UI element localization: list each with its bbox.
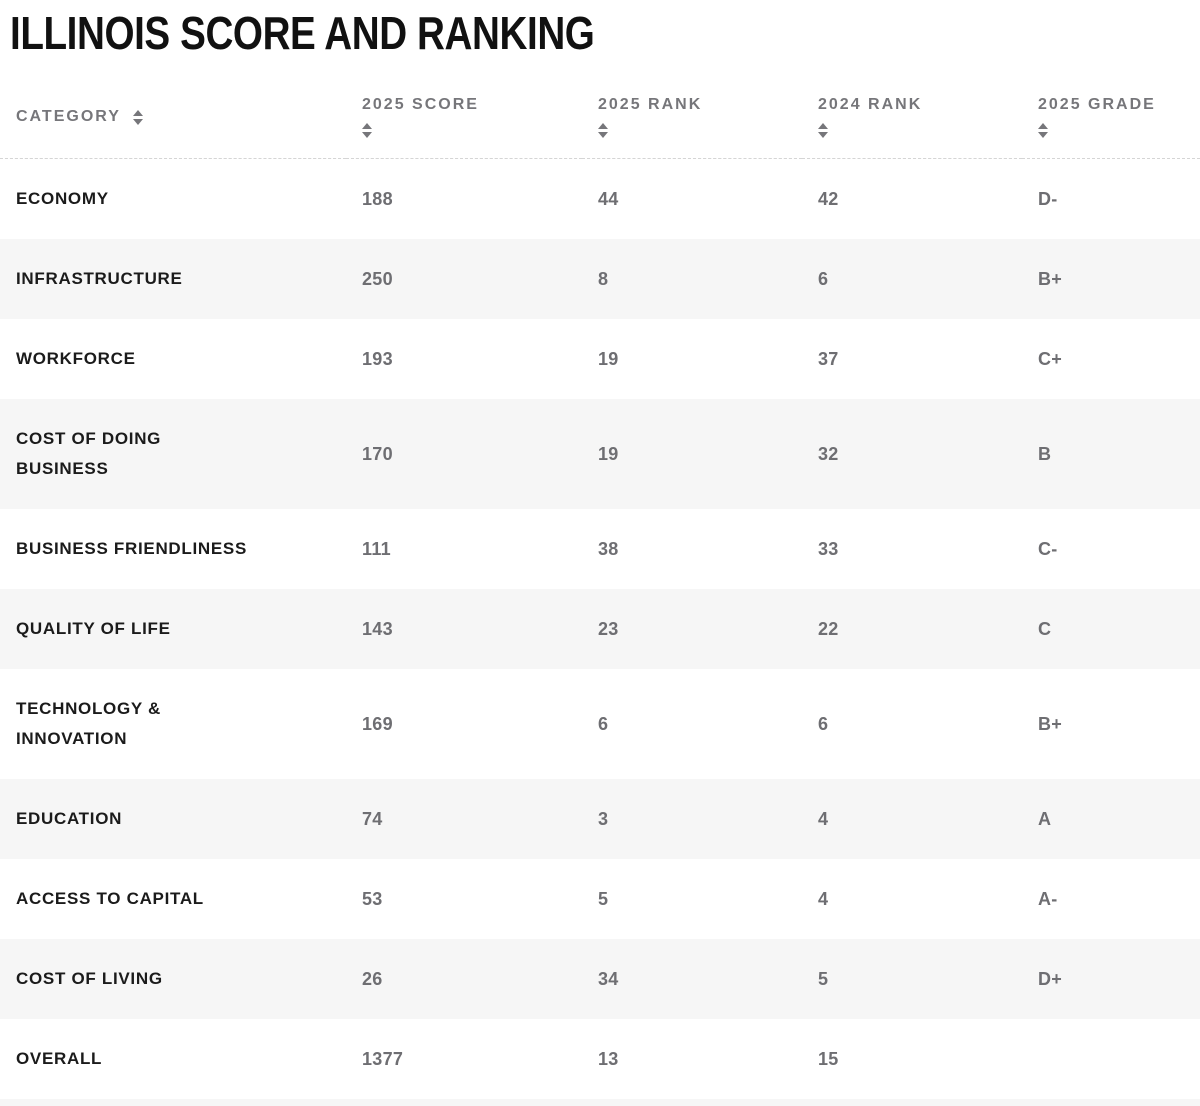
- sort-up-icon: [598, 123, 608, 129]
- category-cell: EDUCATION: [16, 809, 123, 828]
- table-row-infrastructure: INFRASTRUCTURE 250 8 6 B+: [0, 239, 1200, 319]
- grade-2025-cell: B: [1038, 443, 1052, 464]
- rank-2024-cell: 6: [818, 268, 829, 289]
- rank-2024-cell: 15: [818, 1048, 839, 1069]
- header-row: CATEGORY 2025 SCORE 2025 RANK 2024 RANK: [0, 62, 1200, 159]
- column-header-2025-score[interactable]: 2025 SCORE: [346, 62, 582, 159]
- column-header-2025-rank-label: 2025 RANK: [598, 96, 703, 113]
- rank-2024-cell: 6: [818, 713, 829, 734]
- rank-2025-cell: 6: [598, 713, 609, 734]
- category-cell: TECHNOLOGY & INNOVATION: [16, 699, 162, 748]
- category-cell: QUALITY OF LIFE: [16, 619, 171, 638]
- grade-2025-cell: C: [1038, 618, 1052, 639]
- sort-arrows-icon[interactable]: [598, 123, 794, 138]
- page-title: ILLINOIS SCORE AND RANKING: [10, 7, 595, 59]
- table-row-business-friendliness: BUSINESS FRIENDLINESS 111 38 33 C-: [0, 509, 1200, 589]
- rank-2024-cell: 37: [818, 348, 839, 369]
- sort-up-icon: [362, 123, 372, 129]
- grade-2025-cell: C+: [1038, 348, 1063, 369]
- column-header-category-label: CATEGORY: [16, 108, 121, 125]
- sort-down-icon: [598, 132, 608, 138]
- rank-2025-cell: 34: [598, 968, 619, 989]
- score-2025-cell: 188: [362, 188, 393, 209]
- rank-2025-cell: 23: [598, 618, 619, 639]
- grade-2025-cell: B+: [1038, 713, 1063, 734]
- grade-2025-cell: [1022, 1019, 1200, 1099]
- score-2025-cell: 111: [362, 538, 391, 559]
- grade-2025-cell: A: [1038, 808, 1052, 829]
- score-2025-cell: 143: [362, 618, 393, 639]
- column-header-2025-rank[interactable]: 2025 RANK: [582, 62, 802, 159]
- rank-2024-cell: 4: [818, 888, 829, 909]
- category-cell: ACCESS TO CAPITAL: [16, 889, 204, 908]
- rank-2025-cell: 13: [598, 1048, 619, 1069]
- sort-down-icon: [818, 132, 828, 138]
- category-cell: INFRASTRUCTURE: [16, 269, 183, 288]
- score-2025-cell: 1377: [362, 1048, 404, 1069]
- score-ranking-table: CATEGORY 2025 SCORE 2025 RANK 2024 RANK: [0, 62, 1200, 1099]
- sort-arrows-icon[interactable]: [132, 109, 143, 125]
- rank-2024-cell: 42: [818, 188, 839, 209]
- rank-2025-cell: 44: [598, 188, 619, 209]
- rank-2024-cell: 33: [818, 538, 839, 559]
- column-header-2025-grade-label: 2025 GRADE: [1038, 96, 1156, 113]
- table-row-economy: ECONOMY 188 44 42 D-: [0, 159, 1200, 240]
- score-2025-cell: 170: [362, 443, 393, 464]
- rank-2025-cell: 19: [598, 443, 619, 464]
- rank-2024-cell: 4: [818, 808, 829, 829]
- sort-arrows-icon[interactable]: [818, 123, 1014, 138]
- rank-2024-cell: 22: [818, 618, 839, 639]
- sort-arrows-icon[interactable]: [1038, 123, 1192, 138]
- sort-up-icon: [132, 109, 143, 116]
- category-cell: ECONOMY: [16, 189, 109, 208]
- sort-up-icon: [818, 123, 828, 129]
- table-row-cost-of-living: COST OF LIVING 26 34 5 D+: [0, 939, 1200, 1019]
- sort-arrows-icon[interactable]: [362, 123, 574, 138]
- category-cell: COST OF LIVING: [16, 969, 163, 988]
- rank-2025-cell: 5: [598, 888, 609, 909]
- table-row-quality-of-life: QUALITY OF LIFE 143 23 22 C: [0, 589, 1200, 669]
- score-2025-cell: 53: [362, 888, 383, 909]
- table-row-education: EDUCATION 74 3 4 A: [0, 779, 1200, 859]
- next-row-stripe-cutoff: [0, 1099, 1200, 1106]
- table-row-overall: OVERALL 1377 13 15: [0, 1019, 1200, 1099]
- sort-down-icon: [1038, 132, 1048, 138]
- category-cell: OVERALL: [16, 1049, 103, 1068]
- column-header-2024-rank[interactable]: 2024 RANK: [802, 62, 1022, 159]
- table-row-access-to-capital: ACCESS TO CAPITAL 53 5 4 A-: [0, 859, 1200, 939]
- rank-2025-cell: 8: [598, 268, 609, 289]
- column-header-2025-score-label: 2025 SCORE: [362, 96, 479, 113]
- grade-2025-cell: B+: [1038, 268, 1063, 289]
- table-row-workforce: WORKFORCE 193 19 37 C+: [0, 319, 1200, 399]
- sort-up-icon: [1038, 123, 1048, 129]
- grade-2025-cell: C-: [1038, 538, 1058, 559]
- table-row-cost-of-doing-business: COST OF DOING BUSINESS 170 19 32 B: [0, 399, 1200, 509]
- rank-2025-cell: 3: [598, 808, 609, 829]
- column-header-category[interactable]: CATEGORY: [0, 62, 346, 159]
- score-2025-cell: 74: [362, 808, 383, 829]
- grade-2025-cell: D-: [1038, 188, 1058, 209]
- column-header-2025-grade[interactable]: 2025 GRADE: [1022, 62, 1200, 159]
- category-cell: COST OF DOING BUSINESS: [16, 429, 162, 478]
- table-row-technology-innovation: TECHNOLOGY & INNOVATION 169 6 6 B+: [0, 669, 1200, 779]
- score-2025-cell: 250: [362, 268, 393, 289]
- rank-2025-cell: 38: [598, 538, 619, 559]
- rank-2024-cell: 5: [818, 968, 829, 989]
- category-cell: BUSINESS FRIENDLINESS: [16, 539, 248, 558]
- score-2025-cell: 193: [362, 348, 393, 369]
- score-2025-cell: 169: [362, 713, 393, 734]
- rank-2025-cell: 19: [598, 348, 619, 369]
- score-2025-cell: 26: [362, 968, 383, 989]
- category-cell: WORKFORCE: [16, 349, 136, 368]
- grade-2025-cell: D+: [1038, 968, 1063, 989]
- grade-2025-cell: A-: [1038, 888, 1058, 909]
- sort-down-icon: [132, 118, 143, 125]
- column-header-2024-rank-label: 2024 RANK: [818, 96, 923, 113]
- sort-down-icon: [362, 132, 372, 138]
- rank-2024-cell: 32: [818, 443, 839, 464]
